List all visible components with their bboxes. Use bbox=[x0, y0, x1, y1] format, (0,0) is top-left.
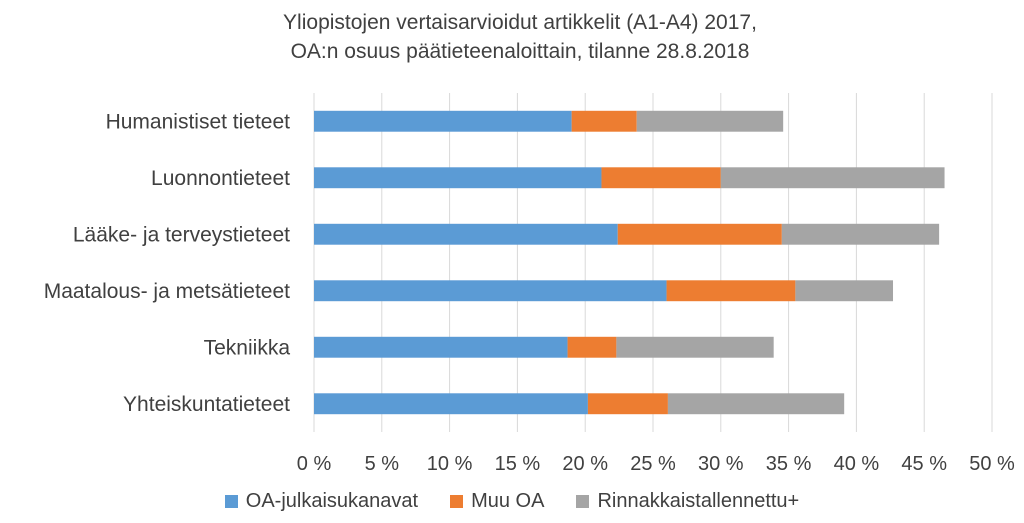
bar-segment bbox=[587, 393, 668, 415]
category-label: Humanistiset tieteet bbox=[106, 110, 291, 133]
legend-swatch bbox=[576, 495, 590, 508]
bar-segment bbox=[666, 280, 796, 302]
legend-label: Muu OA bbox=[471, 490, 545, 512]
x-tick-label: 15 % bbox=[495, 453, 541, 475]
x-tick-label: 30 % bbox=[698, 453, 744, 475]
bar-segment bbox=[571, 110, 637, 132]
legend-item: OA-julkaisukanavat bbox=[224, 490, 419, 513]
category-labels: Humanistiset tieteet Luonnontieteet Lääke-… bbox=[44, 110, 291, 416]
bar-segment bbox=[795, 280, 894, 302]
category-label: Yhteiskuntatieteet bbox=[123, 393, 290, 416]
bar-segment bbox=[314, 393, 588, 415]
bar-segment bbox=[314, 167, 602, 189]
bar-segment bbox=[667, 393, 845, 415]
bar-segment bbox=[314, 223, 618, 245]
category-label: Lääke- ja terveystieteet bbox=[73, 223, 290, 246]
grid-lines bbox=[313, 93, 993, 432]
x-tick-label: 5 % bbox=[365, 453, 400, 475]
bar-segment bbox=[314, 280, 667, 302]
legend-swatch bbox=[224, 495, 238, 508]
bar-segment bbox=[601, 167, 721, 189]
bar-segment bbox=[616, 336, 774, 358]
chart-title-line-1: Yliopistojen vertaisarvioidut artikkelit… bbox=[283, 11, 757, 34]
chart-title-line-2: OA:n osuus päätieteenaloittain, tilanne … bbox=[290, 40, 750, 63]
legend-label: Rinnakkaistallennettu+ bbox=[597, 490, 800, 512]
x-tick-label: 10 % bbox=[427, 453, 473, 475]
bar-segment bbox=[314, 110, 572, 132]
category-label: Luonnontieteet bbox=[151, 167, 290, 190]
bar-segment bbox=[636, 110, 784, 132]
bar-segment bbox=[314, 336, 568, 358]
x-tick-label: 50 % bbox=[969, 453, 1015, 475]
category-label: Tekniikka bbox=[204, 336, 291, 359]
x-tick-labels: 0 % 5 % 10 % 15 % 20 % 25 % 30 % 35 % 40 % 45 % 50… bbox=[297, 453, 1015, 475]
x-tick-label: 25 % bbox=[630, 453, 676, 475]
legend-item: Rinnakkaistallennettu+ bbox=[576, 490, 799, 513]
bar-segment bbox=[720, 167, 945, 189]
bars bbox=[314, 110, 945, 415]
x-tick-label: 40 % bbox=[834, 453, 880, 475]
x-tick-label: 35 % bbox=[766, 453, 812, 475]
bar-segment bbox=[781, 223, 940, 245]
legend-swatch bbox=[450, 495, 464, 508]
x-tick-label: 45 % bbox=[901, 453, 947, 475]
x-tick-label: 0 % bbox=[297, 453, 332, 475]
bar-segment bbox=[567, 336, 617, 358]
x-tick-label: 20 % bbox=[562, 453, 608, 475]
legend-item: Muu OA bbox=[450, 490, 544, 513]
legend-label: OA-julkaisukanavat bbox=[245, 490, 419, 512]
category-label: Maatalous- ja metsätieteet bbox=[44, 280, 290, 303]
legend: OA-julkaisukanavat Muu OA Rinnakkaistallen… bbox=[0, 490, 1024, 513]
chart-title: Yliopistojen vertaisarvioidut artikkelit… bbox=[0, 8, 1024, 66]
chart-plot: Humanistiset tieteet Luonnontieteet Lääke-… bbox=[44, 93, 1015, 475]
bar-segment bbox=[617, 223, 782, 245]
